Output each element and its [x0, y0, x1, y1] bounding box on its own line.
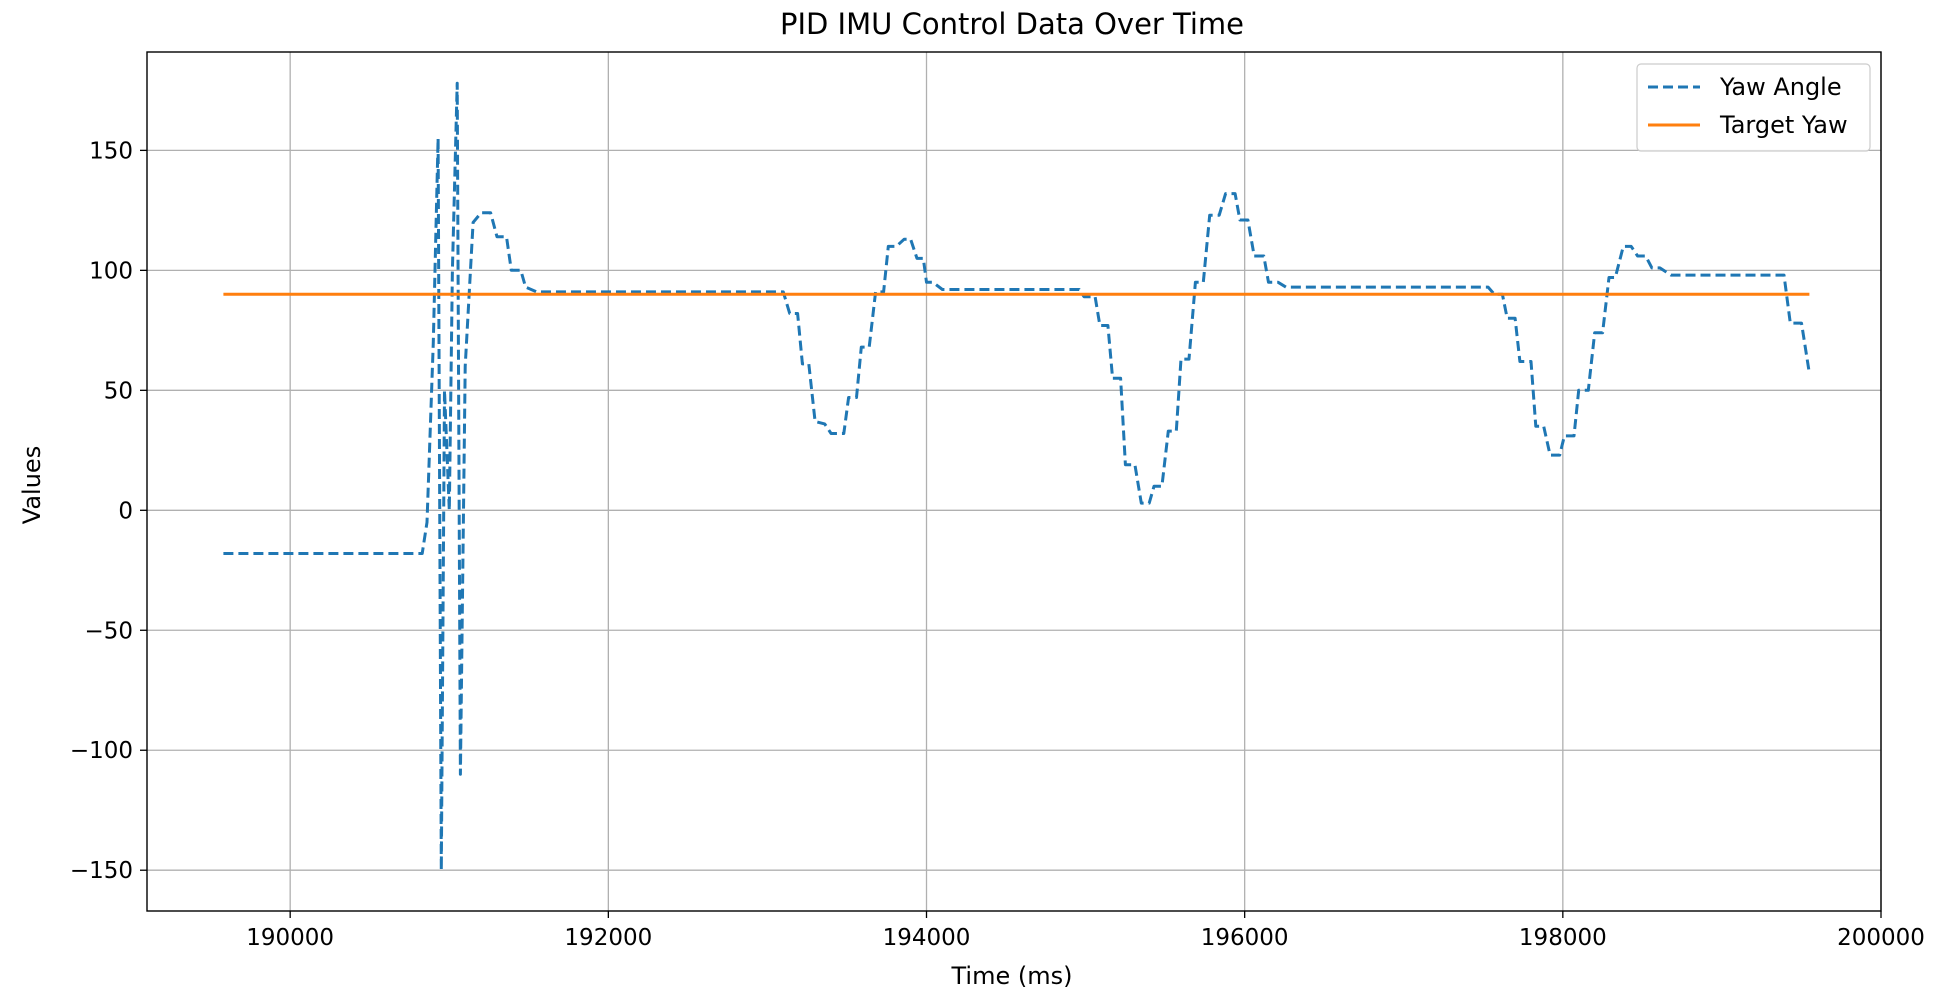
plot-lines: [223, 81, 1811, 872]
x-tick-label: 192000: [564, 925, 652, 951]
x-tick-labels: 190000 192000 194000 196000 198000 200000: [246, 911, 1925, 951]
y-tick-label: 0: [118, 498, 133, 524]
y-tick-label: 150: [89, 138, 133, 164]
y-tick-label: −150: [70, 858, 133, 884]
x-axis-label: Time (ms): [951, 962, 1073, 990]
chart-title: PID IMU Control Data Over Time: [780, 7, 1244, 41]
x-tick-label: 196000: [1201, 925, 1289, 951]
y-tick-labels: −150 −100 −50 0 50 100 150: [70, 138, 147, 884]
x-tick-label: 190000: [246, 925, 334, 951]
x-tick-label: 200000: [1837, 925, 1925, 951]
y-tick-label: 100: [89, 258, 133, 284]
x-tick-label: 198000: [1519, 925, 1607, 951]
y-axis-label: Values: [18, 446, 46, 524]
y-tick-label: −100: [70, 738, 133, 764]
series-line-yaw-angle: [223, 81, 1811, 872]
legend: Yaw Angle Target Yaw: [1636, 63, 1871, 152]
x-tick-label: 194000: [883, 925, 971, 951]
y-tick-label: 50: [104, 378, 133, 404]
legend-label-target-yaw: Target Yaw: [1719, 111, 1848, 139]
legend-label-yaw-angle: Yaw Angle: [1719, 73, 1842, 101]
grid-lines: [147, 52, 1882, 911]
y-tick-label: −50: [84, 618, 133, 644]
plot-frame: [146, 51, 1882, 912]
